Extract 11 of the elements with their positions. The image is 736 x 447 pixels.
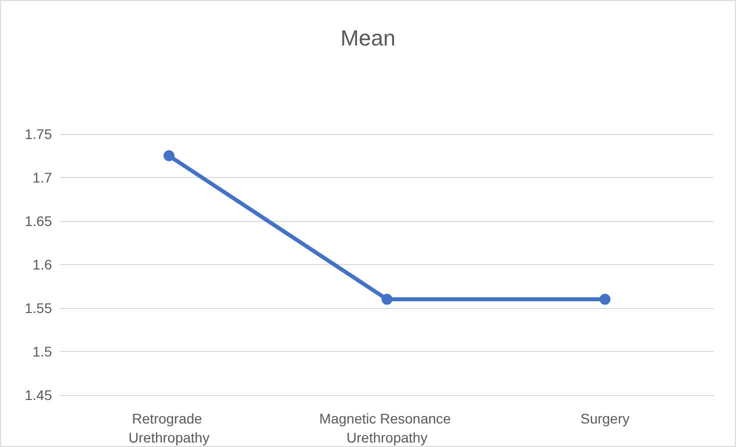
y-tick-label: 1.5	[32, 344, 52, 360]
y-tick-label: 1.75	[24, 126, 52, 142]
x-tick-label: Surgery	[580, 410, 630, 426]
y-tick-label: 1.7	[32, 170, 52, 186]
x-tick-label: Magnetic Resonance Urethropathy	[319, 410, 455, 446]
chart-title: Mean	[340, 26, 396, 50]
y-tick-label: 1.45	[24, 387, 52, 403]
y-tick-label: 1.55	[24, 300, 52, 316]
y-tick-label: 1.65	[24, 213, 52, 229]
y-tick-label: 1.6	[32, 256, 52, 272]
x-tick-label: Retrograde Urethropathy	[128, 410, 210, 446]
